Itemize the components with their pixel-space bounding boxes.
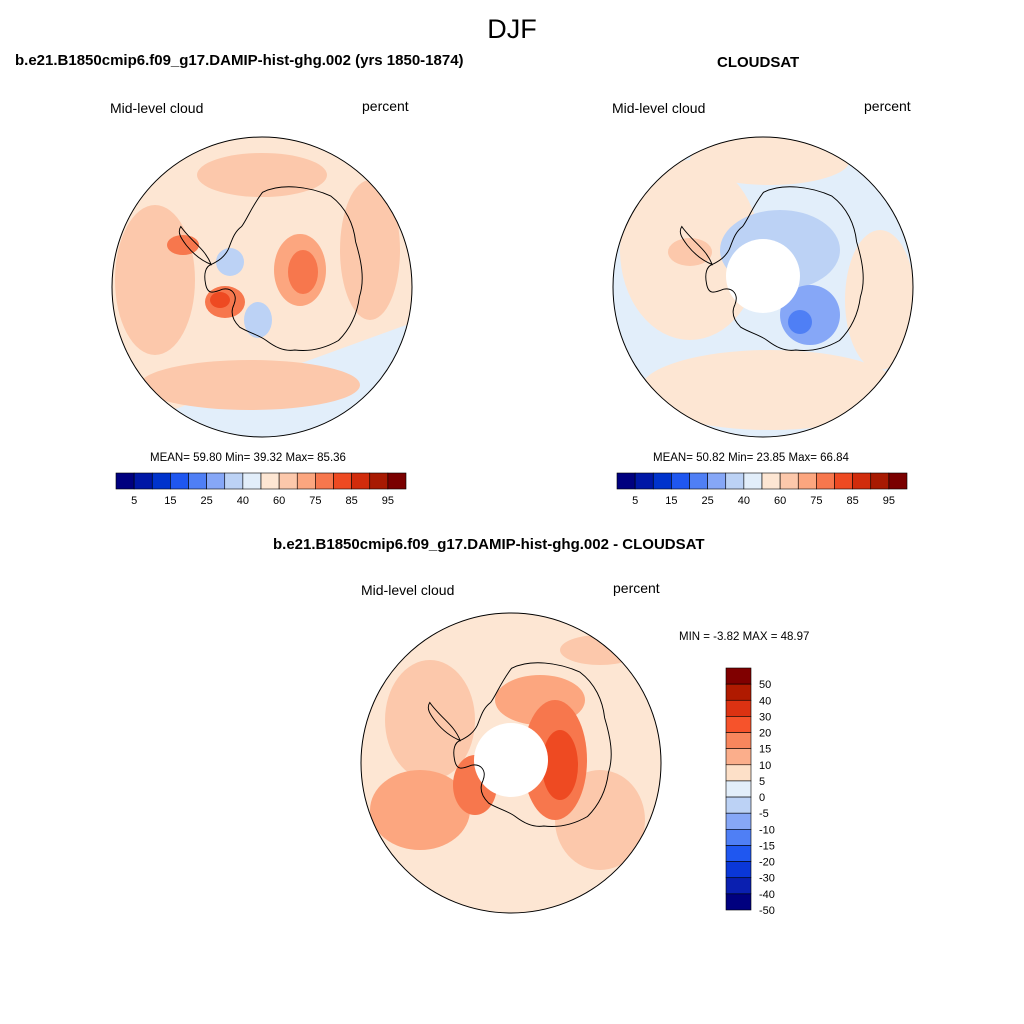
obs-colorbar-swatch [761,472,781,490]
model-colorbar-swatch [115,472,135,490]
obs-colorbar-swatch [652,472,672,490]
obs-colorbar-swatch [779,472,799,490]
diff-variable-label: Mid-level cloud [361,582,455,598]
diff-colorbar-tick-label: -15 [759,840,775,852]
model-colorbar-tick-label: 40 [237,495,249,507]
diff-colorbar-swatch [725,667,752,685]
diff-colorbar-swatch [725,829,752,846]
diff-colorbar-swatch [725,716,752,733]
model-colorbar-swatch [369,472,389,490]
diff-colorbar-tick-label: -20 [759,857,775,869]
model-colorbar-swatch [170,472,189,490]
obs-panel-title: CLOUDSAT [717,54,800,71]
model-colorbar-tick-label: 85 [346,495,358,507]
model-colorbar-swatch [206,472,226,490]
diff-colorbar-tick-label: -5 [759,808,769,820]
diff-colorbar-tick-label: -30 [759,873,775,885]
diff-colorbar-swatch [725,861,752,879]
diff-colorbar-swatch [725,748,752,766]
model-units-label: percent [362,98,409,114]
obs-colorbar-swatch [671,472,690,490]
obs-colorbar-swatch [816,472,835,490]
model-colorbar-swatch [315,472,334,490]
obs-colorbar-swatch [852,472,872,490]
diff-colorbar-swatch [725,780,752,798]
obs-colorbar-swatch [797,472,817,490]
obs-colorbar-swatch [707,472,727,490]
obs-colorbar-tick-label: 85 [847,495,859,507]
model-colorbar-swatch [151,472,171,490]
obs-colorbar-tick-label: 75 [810,495,822,507]
obs-colorbar-tick-label: 60 [774,495,786,507]
model-polar-map [111,136,413,438]
obs-stats: MEAN= 50.82 Min= 23.85 Max= 66.84 [653,452,849,464]
obs-colorbar-tick-label: 95 [883,495,895,507]
model-colorbar-swatch [242,472,262,490]
obs-colorbar-swatch [725,472,745,490]
model-colorbar-tick-label: 75 [309,495,321,507]
obs-colorbar-swatch [834,472,853,490]
obs-colorbar-swatch [743,472,763,490]
obs-colorbar-swatch [870,472,890,490]
model-colorbar-tick-label: 95 [382,495,394,507]
obs-colorbar-swatch [689,472,708,490]
model-stats: MEAN= 59.80 Min= 39.32 Max= 85.36 [150,452,346,464]
model-colorbar-tick-label: 25 [201,495,213,507]
model-colorbar-swatch [351,472,371,490]
figure-title: DJF [487,14,537,44]
diff-colorbar-tick-label: 20 [759,728,771,740]
diff-stats: MIN = -3.82 MAX = 48.97 [679,631,810,643]
model-panel-title: b.e21.B1850cmip6.f09_g17.DAMIP-hist-ghg.… [15,52,464,69]
model-colorbar-swatch [188,472,207,490]
obs-colorbar-swatch [634,472,654,490]
model-colorbar-swatch [296,472,316,490]
diff-colorbar-swatch [725,845,752,862]
diff-colorbar-tick-label: 40 [759,695,771,707]
diff-colorbar-tick-label: 10 [759,760,771,772]
diff-colorbar-swatch [725,699,752,717]
obs-colorbar: 5 15 25 40 60 75 85 95 [616,472,908,507]
model-colorbar-swatch [278,472,298,490]
model-colorbar-swatch [133,472,153,490]
diff-colorbar-tick-label: 5 [759,776,765,788]
diff-polar-map [360,612,662,914]
model-variable-label: Mid-level cloud [110,100,204,116]
model-colorbar-swatch [260,472,280,490]
diff-colorbar-swatch [725,877,752,895]
diff-colorbar-tick-label: -40 [759,889,775,901]
obs-colorbar-tick-label: 5 [632,495,638,507]
diff-units-label: percent [613,580,660,596]
obs-polar-map [612,136,914,438]
model-colorbar-tick-label: 15 [164,495,176,507]
diff-colorbar-tick-label: 30 [759,711,771,723]
obs-units-label: percent [864,98,911,114]
diff-colorbar-tick-label: 15 [759,744,771,756]
obs-colorbar-tick-label: 15 [665,495,677,507]
obs-colorbar-swatch [888,472,908,490]
model-colorbar-swatch [387,472,407,490]
obs-colorbar-tick-label: 25 [702,495,714,507]
obs-variable-label: Mid-level cloud [612,100,706,116]
diff-colorbar-swatch [725,796,752,814]
obs-colorbar-swatch [616,472,636,490]
model-colorbar-tick-label: 5 [131,495,137,507]
model-colorbar-swatch [224,472,244,490]
diff-colorbar-tick-label: -10 [759,824,775,836]
model-colorbar-swatch [333,472,352,490]
diff-colorbar-swatch [725,683,752,701]
model-colorbar: 5 15 25 40 60 75 85 95 [115,472,407,507]
diff-colorbar-swatch [725,732,752,749]
diff-colorbar-tick-label: 0 [759,792,765,804]
obs-colorbar-tick-label: 40 [738,495,750,507]
diff-colorbar-swatch [725,812,752,830]
diff-colorbar-tick-label: -50 [759,905,775,917]
diff-colorbar-swatch [725,893,752,911]
diff-colorbar-tick-label: 50 [759,679,771,691]
diff-colorbar-swatch [725,764,752,782]
diff-panel-title: b.e21.B1850cmip6.f09_g17.DAMIP-hist-ghg.… [273,536,705,553]
model-colorbar-tick-label: 60 [273,495,285,507]
